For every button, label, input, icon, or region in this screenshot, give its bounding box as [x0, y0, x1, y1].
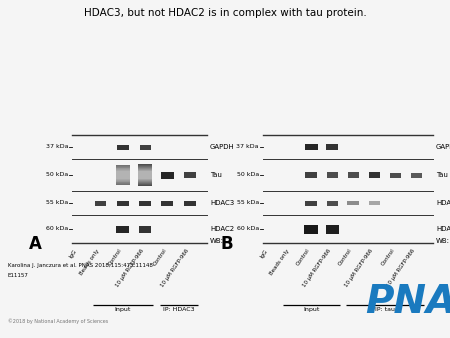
Bar	[411, 172, 422, 177]
Bar	[305, 200, 317, 206]
Text: HDAC3: HDAC3	[210, 200, 234, 206]
Bar	[139, 225, 151, 233]
Bar	[162, 200, 173, 206]
Text: B: B	[220, 235, 233, 253]
Text: WB:: WB:	[210, 238, 224, 244]
Text: 37 kDa: 37 kDa	[45, 145, 68, 149]
Bar	[117, 145, 129, 149]
Text: E11157: E11157	[8, 273, 29, 278]
Bar	[348, 172, 359, 178]
Text: WB:: WB:	[436, 238, 450, 244]
Bar	[390, 172, 401, 177]
Text: IgG: IgG	[68, 248, 78, 259]
Bar	[161, 171, 174, 178]
Bar	[326, 224, 339, 234]
Bar	[138, 170, 152, 180]
Text: IP: tau: IP: tau	[375, 307, 395, 312]
Text: 10 μM RGFP-966: 10 μM RGFP-966	[344, 248, 374, 288]
Text: Karolina J. Janczura et al. PNAS 2018;115:47:E11148-: Karolina J. Janczura et al. PNAS 2018;11…	[8, 263, 155, 268]
Bar	[138, 171, 152, 179]
Text: IgG: IgG	[260, 248, 269, 259]
Text: Tau: Tau	[210, 172, 222, 178]
Bar	[116, 168, 130, 183]
Bar	[140, 145, 151, 149]
Text: 10 μM RGFP-966: 10 μM RGFP-966	[302, 248, 332, 288]
Bar	[305, 172, 317, 178]
Bar	[184, 200, 196, 206]
Text: Control: Control	[152, 248, 167, 267]
Text: HDAC3, but not HDAC2 is in complex with tau protein.: HDAC3, but not HDAC2 is in complex with …	[84, 8, 366, 18]
Bar	[116, 170, 130, 180]
Bar	[326, 144, 338, 150]
Text: Control: Control	[380, 248, 396, 267]
Text: 50 kDa: 50 kDa	[46, 172, 68, 177]
Bar	[116, 169, 130, 181]
Text: 50 kDa: 50 kDa	[237, 172, 259, 177]
Text: GAPDH: GAPDH	[436, 144, 450, 150]
Bar	[116, 168, 130, 182]
Bar	[347, 201, 359, 205]
Bar	[95, 200, 106, 206]
Bar	[369, 172, 380, 178]
Bar	[305, 144, 318, 150]
Text: HDAC3: HDAC3	[436, 200, 450, 206]
Text: 37 kDa: 37 kDa	[237, 145, 259, 149]
Text: ©2018 by National Academy of Sciences: ©2018 by National Academy of Sciences	[8, 318, 108, 323]
Text: Input: Input	[303, 307, 320, 312]
Bar	[117, 200, 129, 206]
Bar	[139, 200, 151, 206]
Bar	[116, 171, 130, 179]
Text: 60 kDa: 60 kDa	[237, 226, 259, 232]
Bar	[369, 201, 380, 205]
Bar	[116, 167, 130, 183]
Text: Control: Control	[338, 248, 353, 267]
Bar	[138, 167, 152, 183]
Text: Input: Input	[115, 307, 131, 312]
Bar	[327, 200, 338, 206]
Text: 60 kDa: 60 kDa	[46, 226, 68, 232]
Text: 55 kDa: 55 kDa	[237, 200, 259, 206]
Bar	[138, 166, 152, 184]
Bar	[116, 166, 130, 184]
Text: Control: Control	[107, 248, 123, 267]
Text: PNAS: PNAS	[365, 283, 450, 321]
Bar	[138, 168, 152, 182]
Bar	[327, 172, 338, 178]
Text: GAPDH: GAPDH	[210, 144, 235, 150]
Text: Beads only: Beads only	[269, 248, 290, 276]
Text: 10 μM RGFP-966: 10 μM RGFP-966	[160, 248, 190, 288]
Text: 10 μM RGFP-966: 10 μM RGFP-966	[115, 248, 145, 288]
Text: A: A	[29, 235, 42, 253]
Text: IP: HDAC3: IP: HDAC3	[163, 307, 194, 312]
Text: Control: Control	[296, 248, 311, 267]
Bar	[116, 225, 129, 233]
Text: Tau: Tau	[436, 172, 448, 178]
Bar	[116, 165, 130, 185]
Bar	[138, 164, 152, 186]
Text: 10 μM RGFP-966: 10 μM RGFP-966	[387, 248, 416, 288]
Text: HDAC2: HDAC2	[210, 226, 234, 232]
Bar	[138, 169, 152, 181]
Bar	[304, 224, 318, 234]
Text: Beads only: Beads only	[79, 248, 100, 276]
Text: 55 kDa: 55 kDa	[46, 200, 68, 206]
Bar	[184, 172, 196, 178]
Text: HDAC2: HDAC2	[436, 226, 450, 232]
Bar	[138, 165, 152, 185]
